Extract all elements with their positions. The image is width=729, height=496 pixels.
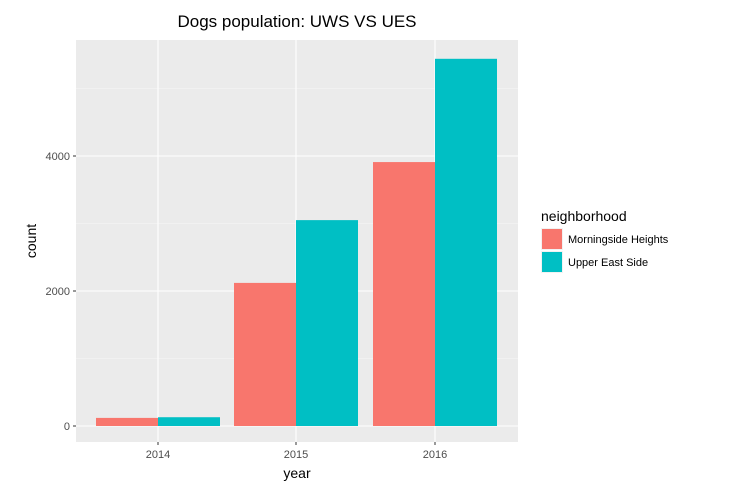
- x-tick-label: 2015: [284, 449, 308, 461]
- bar: [158, 417, 220, 426]
- y-tick-label: 4000: [46, 151, 70, 163]
- legend-title: neighborhood: [541, 208, 627, 224]
- y-tick-label: 2000: [46, 286, 70, 298]
- bar: [296, 220, 358, 426]
- chart-title: Dogs population: UWS VS UES: [177, 12, 416, 31]
- legend-swatch: [542, 229, 562, 249]
- x-tick-label: 2016: [423, 449, 447, 461]
- legend-label: Morningside Heights: [568, 234, 669, 246]
- legend-items: Morningside Heights Upper East Side: [541, 228, 669, 273]
- bar: [435, 58, 497, 427]
- bar: [234, 282, 296, 426]
- x-axis-title: year: [283, 465, 311, 481]
- legend-label: Upper East Side: [568, 257, 648, 269]
- x-tick-label: 2014: [146, 449, 170, 461]
- y-axis-ticks: 0 2000 4000: [46, 151, 76, 433]
- legend: neighborhood Morningside Heights Upper Ea…: [541, 208, 669, 273]
- bars: [96, 58, 497, 427]
- legend-swatch: [542, 252, 562, 272]
- bar: [96, 417, 158, 426]
- y-tick-label: 0: [64, 421, 70, 433]
- y-axis-title: count: [23, 224, 39, 258]
- x-axis-ticks: 2014 2015 2016: [146, 442, 447, 461]
- bar: [373, 162, 435, 426]
